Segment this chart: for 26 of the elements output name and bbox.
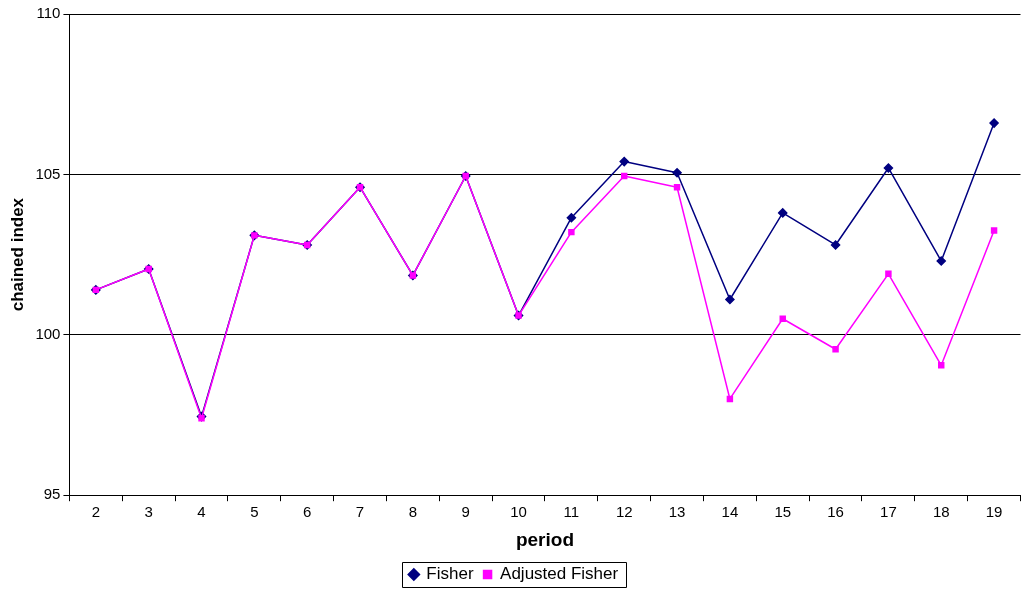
y-tick-label: 110 bbox=[36, 4, 61, 22]
y-tick-label: 100 bbox=[35, 324, 61, 342]
y-axis-title: chained index bbox=[7, 197, 27, 312]
x-tick-label: 9 bbox=[461, 503, 470, 521]
y-tick-label: 105 bbox=[35, 164, 61, 182]
x-tick-label: 17 bbox=[880, 503, 897, 521]
x-tick-label: 2 bbox=[91, 503, 101, 521]
x-tick-label: 15 bbox=[774, 503, 792, 521]
x-tick-label: 8 bbox=[408, 503, 418, 521]
x-tick-label: 3 bbox=[144, 503, 153, 521]
legend-label: Adjusted Fisher bbox=[500, 564, 619, 584]
x-tick-label: 7 bbox=[355, 503, 365, 521]
x-tick-label: 14 bbox=[721, 503, 739, 521]
x-tick-label: 11 bbox=[563, 503, 580, 521]
y-tick-label: 95 bbox=[43, 485, 61, 503]
x-tick-label: 18 bbox=[932, 503, 950, 521]
x-tick-label: 5 bbox=[250, 503, 259, 521]
x-tick-label: 6 bbox=[303, 503, 312, 521]
x-tick-label: 10 bbox=[510, 503, 527, 521]
x-tick-label: 4 bbox=[197, 503, 206, 521]
x-tick-label: 19 bbox=[985, 503, 1003, 521]
x-tick-label: 12 bbox=[615, 503, 633, 521]
x-tick-label: 16 bbox=[827, 503, 844, 521]
x-axis-title: period bbox=[515, 528, 574, 550]
legend-label: Fisher bbox=[426, 564, 474, 584]
x-tick-label: 13 bbox=[668, 503, 686, 521]
